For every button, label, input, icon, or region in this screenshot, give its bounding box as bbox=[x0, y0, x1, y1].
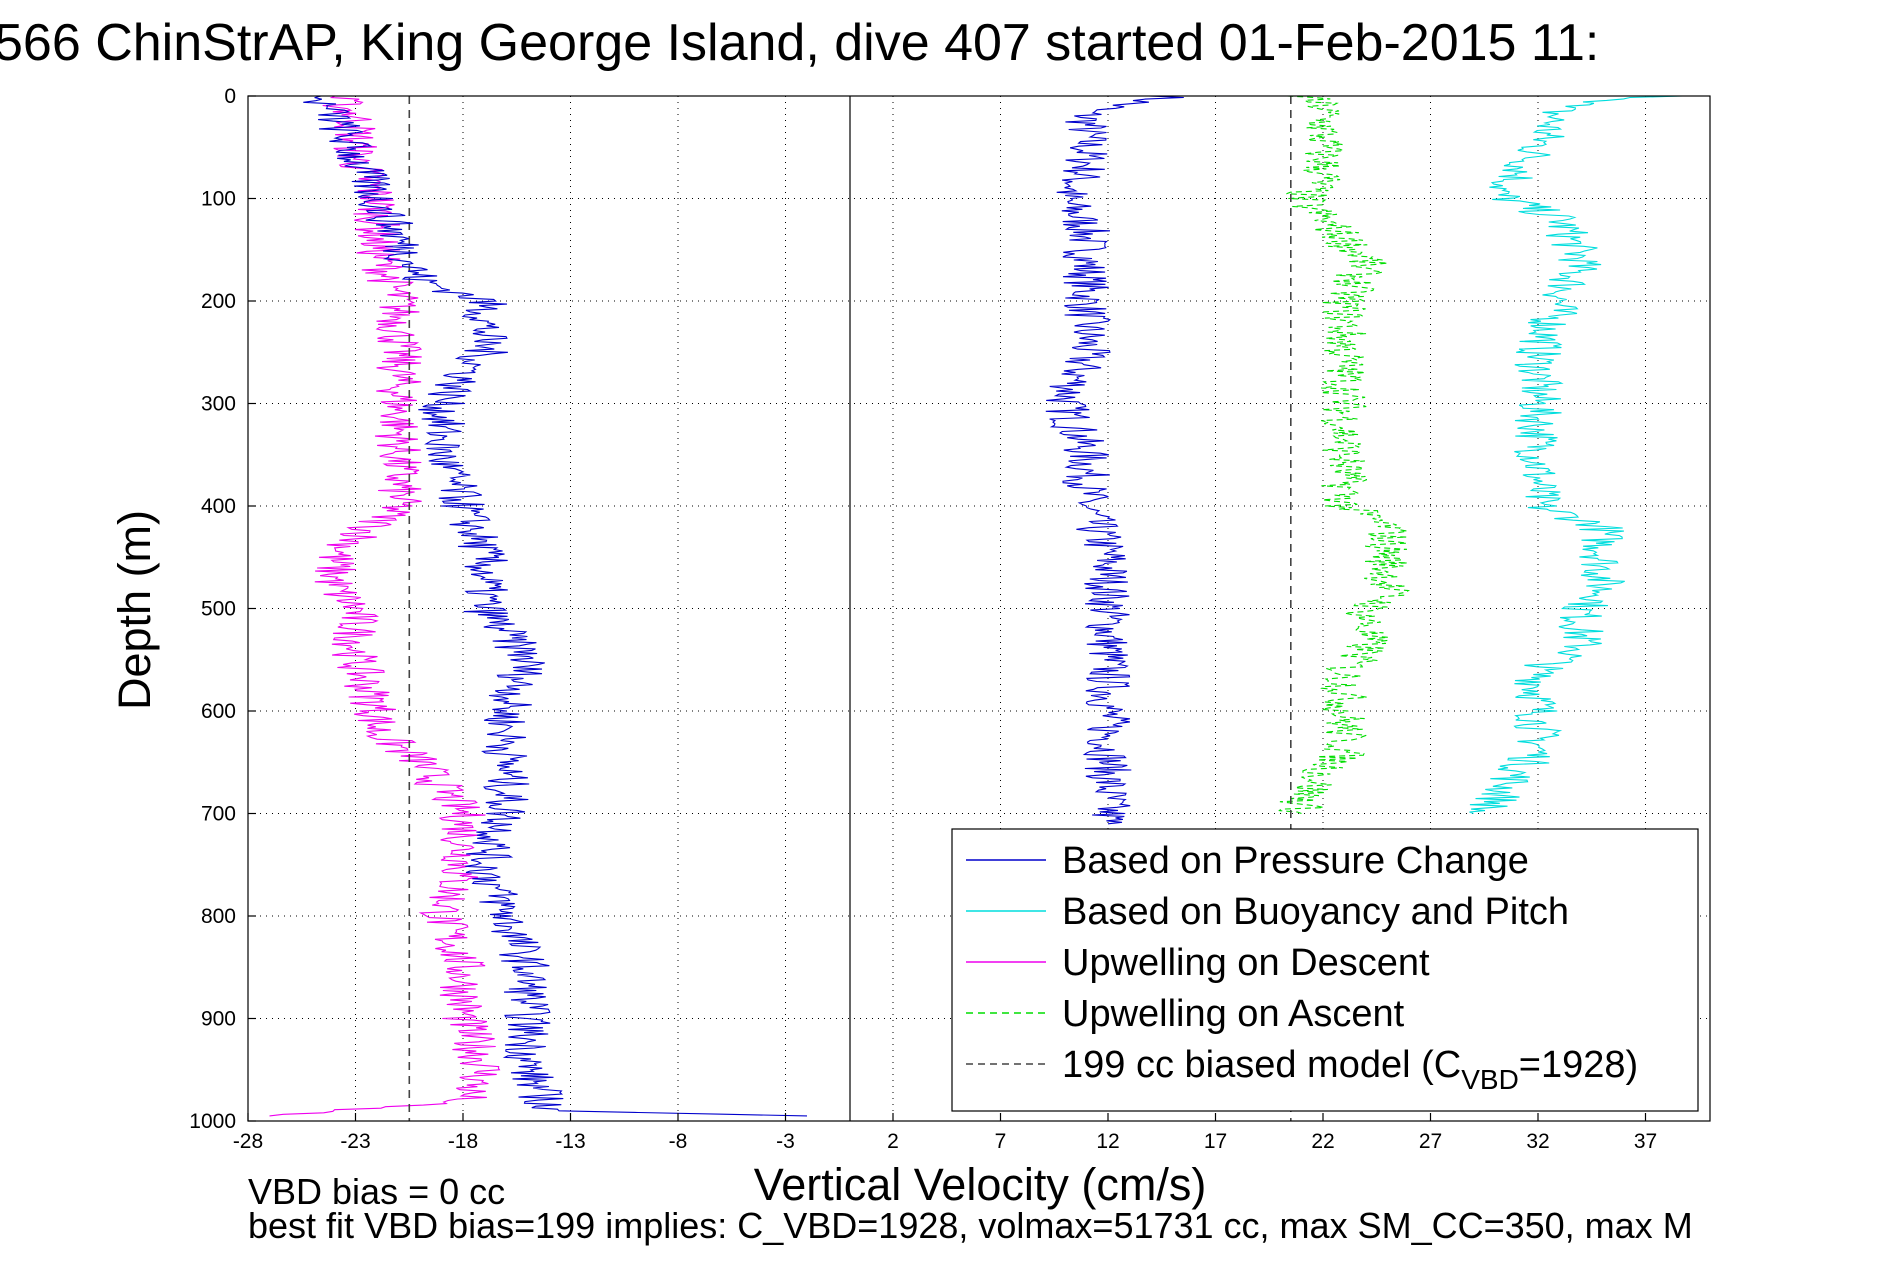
x-tick-label: 17 bbox=[1204, 1130, 1227, 1153]
x-tick-label: -8 bbox=[669, 1130, 688, 1153]
x-tick-label: 7 bbox=[995, 1130, 1007, 1153]
legend: Based on Pressure Change Based on Buoyanc… bbox=[951, 828, 1699, 1112]
x-tick-label: -3 bbox=[776, 1130, 795, 1153]
x-axis-label: Vertical Velocity (cm/s) bbox=[754, 1159, 1207, 1210]
x-tick-label: -13 bbox=[555, 1130, 585, 1153]
legend-label: Upwelling on Descent bbox=[1062, 942, 1430, 984]
best-fit-note: best fit VBD bias=199 implies: C_VBD=192… bbox=[248, 1205, 1693, 1246]
series-line-upwelling-on-ascent bbox=[1278, 95, 1410, 815]
series-line-based-on-buoyancy-and-pitch bbox=[1469, 95, 1683, 815]
y-tick-label: 200 bbox=[201, 290, 236, 313]
x-tick-label: 22 bbox=[1311, 1130, 1334, 1153]
y-tick-label: 400 bbox=[201, 495, 236, 518]
x-tick-label: 37 bbox=[1634, 1130, 1657, 1153]
y-tick-label: 900 bbox=[201, 1008, 236, 1031]
x-tick-label: -18 bbox=[448, 1130, 478, 1153]
x-tick-label: 32 bbox=[1526, 1130, 1549, 1153]
series-line-upwelling-on-descent bbox=[269, 95, 501, 1117]
x-tick-label: -23 bbox=[340, 1130, 370, 1153]
legend-box bbox=[951, 828, 1699, 1112]
y-tick-label: 700 bbox=[201, 803, 236, 826]
y-tick-label: 500 bbox=[201, 598, 236, 621]
y-tick-label: 600 bbox=[201, 700, 236, 723]
tick-labels: -28 -23 -18 -13 -8 -3 2 7 12 17 22 27 32 370100200300… bbox=[189, 85, 1657, 1153]
legend-label: Based on Buoyancy and Pitch bbox=[1062, 891, 1569, 933]
legend-label: Upwelling on Ascent bbox=[1062, 993, 1405, 1035]
x-tick-label: 12 bbox=[1096, 1130, 1119, 1153]
y-tick-label: 100 bbox=[201, 188, 236, 211]
series-line-based-on-pressure-change bbox=[1045, 95, 1184, 825]
y-tick-label: 1000 bbox=[189, 1110, 236, 1133]
y-axis-label: Depth (m) bbox=[109, 510, 160, 710]
chart-title: 566 ChinStrAP, King George Island, dive … bbox=[0, 14, 1599, 72]
x-tick-label: 27 bbox=[1419, 1130, 1442, 1153]
x-tick-label: -28 bbox=[233, 1130, 263, 1153]
y-tick-label: 300 bbox=[201, 393, 236, 416]
legend-label: Based on Pressure Change bbox=[1062, 840, 1529, 882]
series-line-pressure-change-ascent bbox=[303, 95, 808, 1117]
y-tick-label: 800 bbox=[201, 905, 236, 928]
y-tick-label: 0 bbox=[224, 85, 236, 108]
vbd-bias-note: VBD bias = 0 cc bbox=[248, 1171, 505, 1212]
x-tick-label: 2 bbox=[887, 1130, 899, 1153]
